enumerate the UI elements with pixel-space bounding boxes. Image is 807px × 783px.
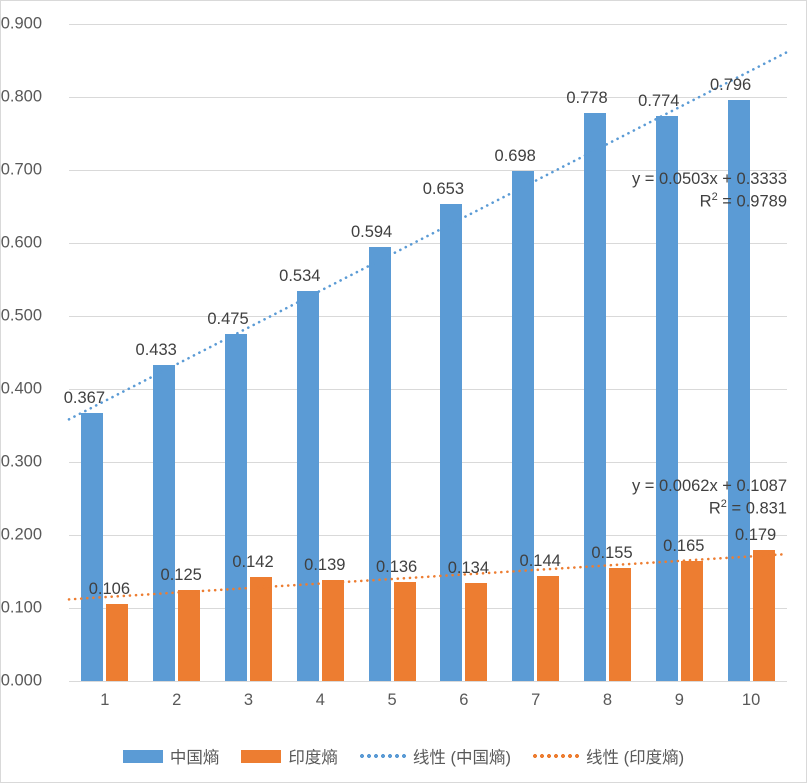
legend-item-label: 中国熵 bbox=[169, 749, 220, 767]
bar-india-entropy[interactable] bbox=[106, 603, 129, 681]
x-axis-tick-label: 5 bbox=[387, 691, 397, 709]
bar-china-entropy[interactable] bbox=[512, 171, 535, 681]
x-axis-tick-label: 7 bbox=[531, 691, 541, 709]
legend-item-label: 线性 (印度熵) bbox=[586, 749, 685, 767]
bar-value-label: 0.433 bbox=[135, 340, 177, 359]
gridline bbox=[69, 608, 787, 609]
bar-india-entropy[interactable] bbox=[752, 550, 775, 681]
legend-item-label: 线性 (中国熵) bbox=[412, 749, 511, 767]
bar-value-label: 0.134 bbox=[447, 559, 490, 578]
bar-india-entropy[interactable] bbox=[465, 583, 488, 681]
bar-india-entropy[interactable] bbox=[680, 560, 703, 681]
chart-legend: 中国熵 印度熵 线性 (中国熵) 线性 (印度熵) bbox=[1, 744, 806, 768]
bar-value-label: 0.534 bbox=[279, 267, 321, 286]
x-axis-tick-label: 1 bbox=[100, 691, 110, 709]
bar-value-label: 0.106 bbox=[88, 579, 131, 598]
y-axis-tick-label: 0.600 bbox=[0, 233, 42, 252]
gridline bbox=[69, 24, 787, 25]
bar-value-label: 0.139 bbox=[304, 555, 346, 574]
x-axis-tick-label: 3 bbox=[243, 691, 254, 709]
bar-china-entropy[interactable] bbox=[153, 364, 176, 681]
bar-india-entropy[interactable] bbox=[178, 589, 201, 681]
bar-value-label: 0.144 bbox=[519, 551, 561, 570]
gridline bbox=[69, 462, 787, 463]
legend-bar-swatch-icon bbox=[122, 749, 163, 763]
gridline bbox=[69, 535, 787, 536]
bar-value-label: 0.155 bbox=[591, 543, 633, 562]
bar-value-label: 0.475 bbox=[207, 310, 249, 329]
bar-china-entropy[interactable] bbox=[440, 204, 463, 681]
trendline-equation-india: y = 0.0062x + 0.1087 R2 = 0.831 bbox=[507, 475, 787, 520]
bar-value-label: 0.594 bbox=[350, 223, 393, 242]
y-axis-tick-label: 0.800 bbox=[0, 87, 42, 106]
gridline bbox=[69, 243, 787, 244]
bar-value-label: 0.179 bbox=[734, 526, 777, 545]
legend-dotted-line-icon bbox=[359, 754, 406, 758]
legend-item[interactable]: 中国熵 bbox=[122, 744, 220, 768]
bar-china-entropy[interactable] bbox=[81, 413, 104, 681]
bar-value-label: 0.774 bbox=[638, 91, 680, 110]
x-axis-tick-label: 2 bbox=[172, 691, 182, 709]
legend-item[interactable]: 印度熵 bbox=[241, 744, 338, 768]
y-axis-tick-label: 0.400 bbox=[0, 379, 42, 398]
bar-india-entropy[interactable] bbox=[537, 575, 560, 681]
legend-item[interactable]: 线性 (印度熵) bbox=[533, 744, 684, 768]
legend-item[interactable]: 线性 (中国熵) bbox=[359, 744, 511, 768]
y-axis-tick-label: 0.100 bbox=[0, 598, 42, 617]
y-axis-tick-label: 0.500 bbox=[0, 306, 42, 325]
bar-china-entropy[interactable] bbox=[368, 247, 391, 681]
legend-bar-swatch-icon bbox=[241, 749, 282, 763]
bar-value-label: 0.136 bbox=[375, 557, 418, 576]
bar-value-label: 0.796 bbox=[709, 75, 752, 94]
plot-area: 0.000 0.100 0.200 0.300 0.400 0.500 0.600 0.700… bbox=[1, 15, 789, 709]
x-axis-tick-label: 9 bbox=[674, 691, 684, 709]
bar-china-entropy[interactable] bbox=[225, 334, 247, 681]
r-squared-text: R2 = 0.9789 bbox=[699, 191, 787, 211]
bar-china-entropy[interactable] bbox=[296, 291, 319, 681]
y-axis-tick-label: 0.900 bbox=[0, 14, 42, 33]
r-squared-text: R2 = 0.831 bbox=[708, 498, 787, 518]
bar-value-label: 0.698 bbox=[494, 147, 536, 166]
x-axis-tick-label: 10 bbox=[741, 691, 761, 709]
y-axis-tick-label: 0.700 bbox=[0, 160, 42, 179]
bar-india-entropy[interactable] bbox=[393, 581, 416, 681]
y-axis-tick-label: 0.200 bbox=[0, 525, 42, 544]
gridline bbox=[69, 389, 787, 390]
y-axis-tick-label: 0.000 bbox=[0, 671, 42, 690]
bar-india-entropy[interactable] bbox=[609, 567, 631, 681]
bar-value-label: 0.142 bbox=[232, 553, 274, 572]
x-axis-tick-label: 4 bbox=[315, 691, 325, 709]
gridline bbox=[69, 316, 787, 317]
legend-dotted-line-icon bbox=[533, 754, 579, 758]
equation-text: y = 0.0062x + 0.1087 bbox=[631, 477, 787, 495]
bar-value-label: 0.125 bbox=[160, 565, 202, 584]
legend-item-label: 印度熵 bbox=[288, 749, 338, 767]
x-axis-tick-label: 8 bbox=[602, 691, 613, 709]
bar-india-entropy[interactable] bbox=[250, 577, 272, 681]
bar-value-label: 0.165 bbox=[663, 536, 705, 555]
gridline bbox=[69, 681, 787, 682]
trendline-equation-china: y = 0.0503x + 0.3333 R2 = 0.9789 bbox=[507, 168, 787, 213]
bar-india-entropy[interactable] bbox=[321, 579, 344, 681]
bar-value-label: 0.367 bbox=[63, 389, 106, 408]
bar-value-label: 0.653 bbox=[422, 180, 465, 199]
bar-value-label: 0.778 bbox=[566, 89, 608, 108]
equation-text: y = 0.0503x + 0.3333 bbox=[631, 170, 787, 188]
x-axis-tick-label: 6 bbox=[459, 691, 469, 709]
y-axis-tick-label: 0.300 bbox=[0, 452, 42, 471]
